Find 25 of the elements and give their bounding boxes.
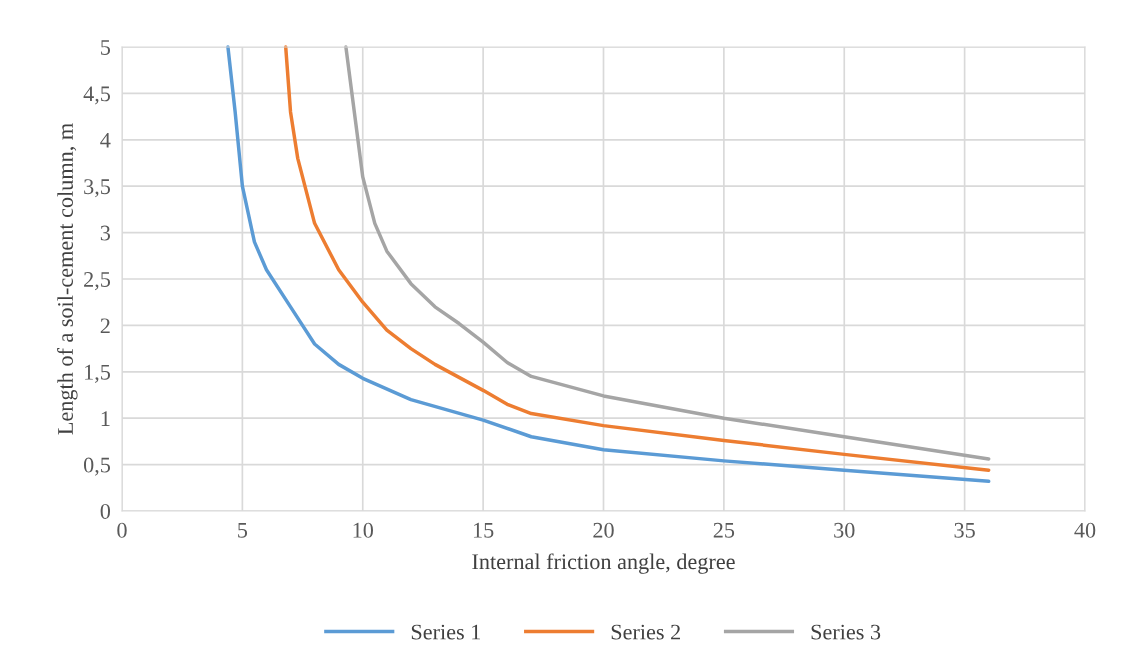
y-tick-label: 2,5 <box>84 271 111 291</box>
x-tick-label: 40 <box>1074 522 1096 538</box>
legend-label: Series 3 <box>811 624 881 640</box>
y-tick-label: 1,5 <box>85 364 111 383</box>
y-tick-label: 4,5 <box>83 86 111 105</box>
y-tick-label: 1 <box>101 411 110 426</box>
y-tick-label: 2 <box>100 318 110 334</box>
y-axis-title: Length of a soil-cement column, m <box>57 123 78 435</box>
x-tick-label: 30 <box>834 522 855 538</box>
y-tick-label: 3 <box>100 225 111 241</box>
x-tick-label: 35 <box>954 522 975 538</box>
x-axis-title: Internal friction angle, degree <box>472 553 735 574</box>
y-tick-label: 0,5 <box>83 457 111 476</box>
x-tick-label: 0 <box>117 522 127 538</box>
x-tick-label: 25 <box>713 522 735 538</box>
x-tick-label: 20 <box>593 522 614 538</box>
x-tick-label: 15 <box>473 522 494 538</box>
y-tick-label: 5 <box>101 40 111 55</box>
legend-label: Series 2 <box>611 624 680 640</box>
y-tick-label: 0 <box>100 503 111 519</box>
legend-label: Series 1 <box>411 624 481 640</box>
x-tick-label: 10 <box>353 522 374 538</box>
y-tick-label: 3,5 <box>84 179 111 198</box>
y-tick-label: 4 <box>100 132 111 148</box>
x-tick-label: 5 <box>238 522 248 538</box>
